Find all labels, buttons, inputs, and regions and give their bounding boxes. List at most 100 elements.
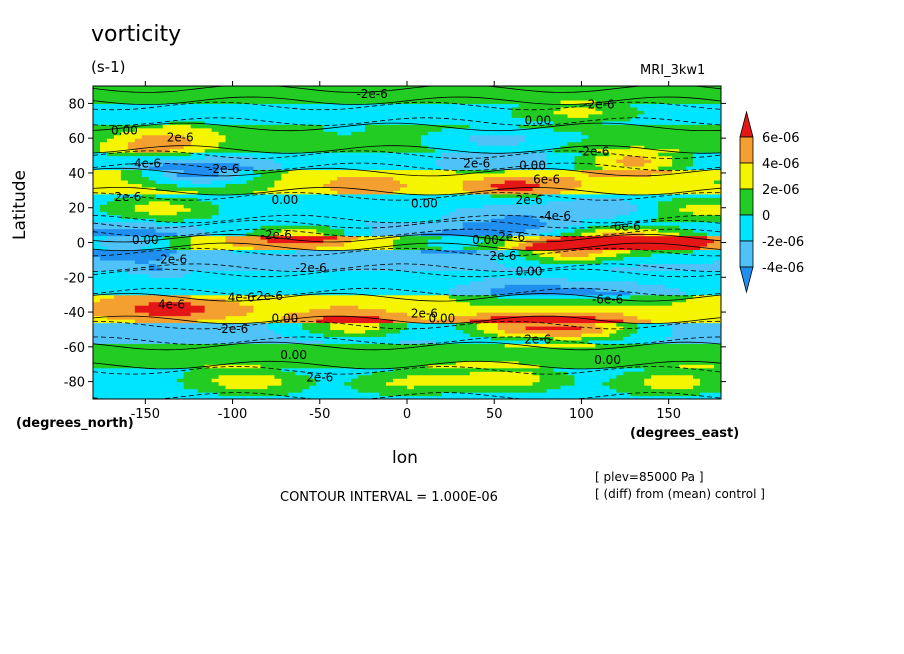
field-cell [351, 232, 359, 237]
field-cell [190, 381, 199, 386]
field-cell [127, 138, 136, 143]
field-cell [386, 106, 394, 111]
field-cell [281, 374, 289, 379]
field-cell [337, 103, 345, 108]
field-cell [120, 162, 129, 167]
field-cell [351, 259, 359, 264]
field-cell [427, 172, 436, 178]
field-cell [183, 392, 192, 397]
field-cell [344, 89, 352, 94]
field-cell [407, 165, 415, 171]
field-cell [148, 193, 157, 198]
field-cell [232, 388, 241, 393]
field-cell [176, 346, 185, 351]
field-cell [239, 374, 248, 379]
field-cell [225, 159, 234, 164]
field-cell [204, 110, 213, 115]
field-cell [302, 280, 310, 285]
field-cell [93, 162, 101, 167]
field-cell [99, 145, 108, 150]
field-cell [337, 176, 345, 181]
field-cell [330, 176, 338, 181]
field-cell [295, 106, 303, 111]
field-cell [218, 245, 227, 251]
field-cell [232, 200, 241, 205]
field-cell [358, 343, 366, 348]
field-cell [190, 371, 199, 376]
field-cell [120, 357, 129, 362]
field-cell [162, 301, 171, 306]
field-cell [169, 378, 178, 383]
field-cell [407, 148, 415, 153]
field-cell [358, 186, 366, 191]
field-cell [309, 287, 317, 292]
field-cell [239, 395, 248, 399]
field-cell [365, 235, 373, 240]
field-cell [120, 298, 129, 303]
field-cell [295, 197, 303, 202]
field-cell [372, 214, 380, 219]
field-cell [400, 280, 408, 285]
field-cell [469, 183, 478, 188]
field-cell [113, 86, 122, 91]
field-cell [127, 145, 136, 150]
field-cell [379, 263, 387, 268]
field-cell [400, 138, 408, 143]
field-cell [441, 124, 450, 129]
field-cell [413, 183, 422, 188]
field-cell [267, 329, 276, 334]
field-cell [295, 357, 303, 362]
field-cell [197, 110, 206, 115]
field-cell [211, 273, 220, 278]
field-cell [225, 138, 234, 143]
field-cell [281, 249, 289, 254]
field-cell [469, 343, 478, 348]
field-cell [344, 86, 352, 91]
field-cell [386, 239, 394, 244]
field-cell [239, 385, 248, 390]
field-cell [469, 221, 478, 226]
field-cell [434, 145, 443, 150]
field-cell [393, 134, 401, 139]
field-cell [400, 134, 408, 139]
field-cell [120, 332, 129, 337]
field-cell [141, 92, 150, 98]
field-cell [197, 367, 206, 372]
field-cell [448, 350, 457, 355]
field-cell [211, 179, 220, 184]
field-cell [225, 319, 234, 324]
field-cell [309, 172, 317, 178]
field-cell [351, 301, 359, 306]
field-cell [148, 392, 157, 397]
field-cell [393, 211, 401, 216]
field-cell [393, 239, 401, 244]
field-cell [365, 183, 373, 188]
field-cell [239, 190, 248, 195]
field-cell [141, 127, 150, 132]
field-cell [295, 103, 303, 108]
field-cell [420, 110, 429, 115]
field-cell [211, 183, 220, 188]
field-cell [400, 218, 408, 223]
field-cell [253, 350, 262, 355]
field-cell [134, 110, 143, 115]
field-cell [190, 127, 199, 132]
field-cell [316, 329, 324, 334]
field-cell [106, 294, 115, 299]
field-cell [134, 92, 143, 98]
field-cell [93, 305, 101, 310]
field-cell [448, 138, 457, 143]
field-cell [148, 280, 157, 285]
field-cell [204, 301, 213, 306]
field-cell [455, 319, 464, 324]
field-cell [253, 113, 262, 118]
field-cell [274, 110, 282, 115]
field-cell [197, 385, 206, 390]
field-cell [330, 249, 338, 254]
field-cell [288, 165, 296, 171]
field-cell [204, 120, 213, 125]
field-cell [190, 110, 199, 115]
field-cell [462, 385, 471, 390]
field-cell [358, 235, 366, 240]
field-cell [253, 346, 262, 351]
